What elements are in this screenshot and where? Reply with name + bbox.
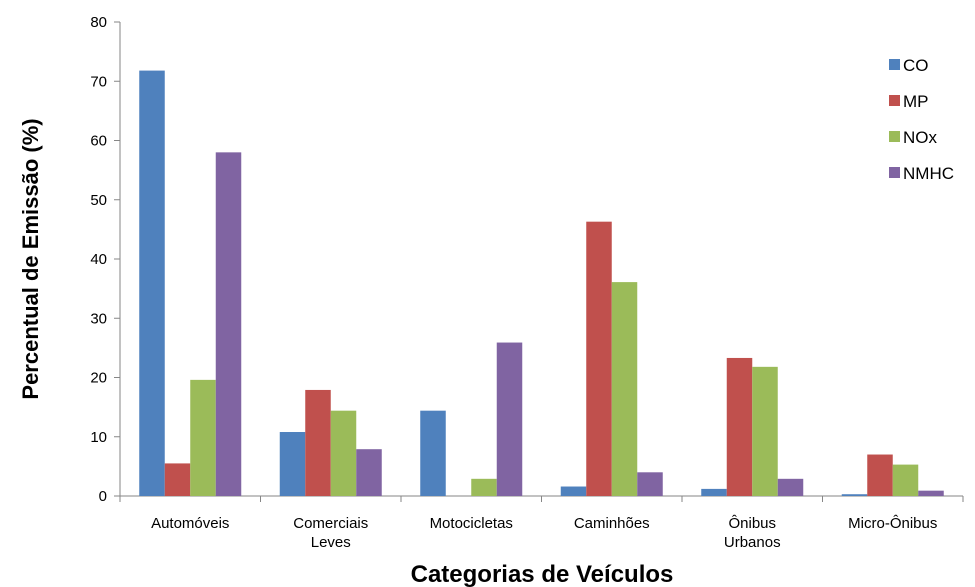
legend-swatch-nmhc [889,167,900,178]
legend: CO MP NOx NMHC [889,56,954,183]
x-axis-title: Categorias de Veículos [411,561,674,587]
legend-label-mp: MP [903,92,929,111]
bar-co [139,70,165,497]
category-label: Automóveis [151,515,229,532]
y-tick-label: 50 [90,192,107,209]
y-tick-label: 70 [90,73,107,90]
bar-nmhc [918,490,944,496]
bar-nmhc [496,342,523,496]
bar-co [701,488,727,496]
bar-co [420,410,446,496]
bar-nmhc [777,478,804,496]
legend-swatch-mp [889,95,900,106]
y-tick-label: 10 [90,429,107,446]
legend-label-nmhc: NMHC [903,164,954,183]
category-label-line: Comerciais [293,515,368,532]
x-ticks [119,496,964,502]
bar-co [841,494,868,496]
y-ticks: 0 10 20 30 40 50 60 70 80 [90,14,120,505]
bar-nox [190,379,216,496]
bar-mp [867,454,893,496]
category-label-line: Ônibus [728,515,776,532]
legend-swatch-co [889,59,900,70]
y-tick-label: 80 [90,14,107,31]
bar-mp [164,463,191,496]
bar-nox [752,366,778,496]
bar-nox [611,282,638,496]
category-label: Caminhões [574,515,650,532]
y-tick-label: 60 [90,133,107,150]
category-labels: Automóveis Comerciais Leves Motocicletas Cam… [151,515,937,551]
bars [139,70,944,497]
bar-nox [330,410,357,496]
y-tick-label: 30 [90,310,107,327]
y-tick-label: 0 [99,488,107,505]
category-label: Ônibus Urbanos [724,515,781,551]
legend-swatch-nox [889,131,900,142]
category-label-line: Leves [311,534,351,551]
legend-label-nox: NOx [903,128,938,147]
legend-label-co: CO [903,56,929,75]
category-label-line: Caminhões [574,515,650,532]
category-label-line: Motocicletas [430,515,513,532]
y-axis-title: Percentual de Emissão (%) [18,118,43,399]
y-tick-label: 40 [90,251,107,268]
bar-nmhc [356,449,382,496]
category-label-line: Micro-Ônibus [848,515,937,532]
category-label: Motocicletas [430,515,513,532]
bar-co [279,432,306,496]
category-label: Comerciais Leves [293,515,368,551]
bar-mp [586,221,612,497]
bar-nox [471,478,497,496]
axes [119,22,963,497]
y-tick-label: 20 [90,370,107,387]
category-label: Micro-Ônibus [848,515,937,532]
bar-nox [892,464,919,496]
category-label-line: Urbanos [724,534,781,551]
bar-nmhc [215,152,242,496]
bar-nmhc [637,472,663,496]
bar-mp [726,357,753,496]
category-label-line: Automóveis [151,515,229,532]
bar-mp [305,389,331,496]
bar-co [560,486,587,496]
